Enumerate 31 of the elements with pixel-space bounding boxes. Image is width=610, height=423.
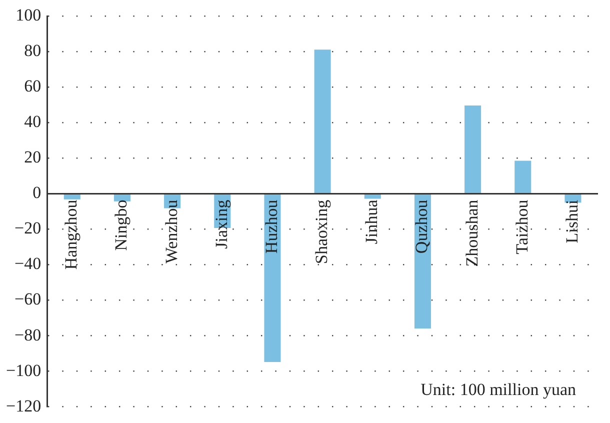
x-tick-label: Hangzhou bbox=[62, 199, 81, 270]
bar bbox=[264, 194, 281, 362]
x-tick-label: Huzhou bbox=[262, 199, 281, 254]
x-tick-label: Shaoxing bbox=[312, 199, 332, 264]
y-tick-label: 40 bbox=[24, 112, 42, 132]
y-tick-label: 80 bbox=[24, 41, 42, 60]
x-tick-label: Zhoushan bbox=[462, 199, 482, 267]
y-tick-label: 60 bbox=[24, 76, 42, 96]
x-tick-label: Taizhou bbox=[512, 199, 532, 254]
bar bbox=[314, 50, 331, 194]
x-tick-label: Lishui bbox=[562, 199, 582, 244]
y-tick-label: −80 bbox=[14, 325, 42, 344]
bar bbox=[64, 194, 80, 200]
y-tick-label: −40 bbox=[14, 254, 42, 274]
x-tick-label: Jiaxing bbox=[212, 199, 231, 249]
x-tick-label: Jinhua bbox=[362, 199, 382, 244]
x-tick-label: Wenzhou bbox=[162, 199, 181, 264]
y-tick-label: −100 bbox=[6, 360, 42, 380]
annotation: Unit: 100 million yuan bbox=[420, 380, 576, 399]
x-tick-label: Quzhou bbox=[412, 199, 432, 254]
bar bbox=[364, 194, 381, 199]
bar bbox=[514, 160, 532, 194]
y-tick-label: −120 bbox=[6, 396, 42, 416]
y-tick-label: 100 bbox=[16, 6, 42, 25]
y-tick-label: −60 bbox=[14, 290, 42, 309]
bar bbox=[464, 106, 482, 194]
y-tick-label: 0 bbox=[32, 183, 42, 202]
bar bbox=[114, 194, 130, 202]
x-tick-label: Ningbo bbox=[112, 200, 131, 251]
y-tick-label: 20 bbox=[24, 148, 42, 167]
y-tick-label: −20 bbox=[14, 218, 42, 238]
